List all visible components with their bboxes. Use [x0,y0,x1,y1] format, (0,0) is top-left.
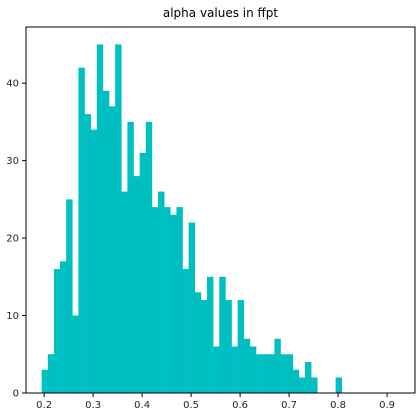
plot-frame [25,26,416,394]
x-tick-label: 0.8 [330,400,346,411]
histogram-bar [274,338,281,393]
chart-title: alpha values in ffpt [163,6,279,20]
histogram-bar [170,214,177,393]
histogram-bar [133,176,140,393]
y-tick-label: 20 [6,234,19,245]
histogram-bar [115,44,122,394]
histogram-bar [262,354,269,393]
bars-group [41,44,343,394]
x-tick-label: 0.2 [36,400,52,411]
histogram-bar [78,67,85,394]
histogram-bar [127,121,134,393]
histogram-bar [90,129,98,393]
histogram-bar [60,261,67,393]
histogram-bar [109,106,116,394]
x-tick-label: 0.7 [281,400,297,411]
histogram-bar [286,354,294,393]
histogram-bar [182,269,189,393]
histogram-bar [158,191,165,393]
y-axis: 0 10 20 30 40 [6,79,26,400]
histogram-bar [164,207,171,393]
histogram-bar [102,90,110,394]
histogram-bar [231,346,238,393]
x-tick-label: 0.4 [134,400,150,411]
x-tick-label: 0.9 [379,400,395,411]
histogram-bar [53,269,61,393]
histogram-bar [145,121,153,393]
histogram-bar [121,191,128,393]
x-tick-label: 0.5 [183,400,199,411]
histogram-bar [249,346,257,393]
y-tick-label: 0 [13,389,19,400]
histogram-bar [243,338,251,393]
histogram-bar [311,377,318,393]
y-tick-label: 40 [6,79,19,90]
histogram-bar [280,354,287,393]
histogram-bar [194,292,202,393]
histogram-bar [72,315,79,393]
histogram-bar [188,222,196,393]
histogram-bar [151,207,159,393]
histogram-bar [292,369,300,393]
histogram-bar [96,44,104,394]
histogram-bar [176,207,183,393]
histogram-bar [305,362,312,393]
y-tick-label: 10 [6,311,19,322]
histogram-bar [237,300,245,393]
x-tick-label: 0.3 [85,400,101,411]
histogram-bar [225,300,232,393]
histogram-bar [298,377,306,393]
histogram-bar [84,114,91,393]
histogram-bar [268,354,275,393]
histogram-bar [219,276,226,393]
histogram-bar [139,152,147,393]
histogram-bar [41,369,49,393]
histogram-bar [200,300,208,393]
histogram-bar [66,199,73,393]
histogram-bar [256,354,263,393]
histogram-bar [213,346,220,393]
histogram-bar [207,276,214,393]
histogram-bar [47,354,55,393]
histogram-bar [335,377,343,393]
x-tick-label: 0.6 [232,400,248,411]
x-axis: 0.2 0.3 0.4 0.5 0.6 0.7 0.8 0.9 [36,393,395,411]
y-tick-label: 30 [6,156,19,167]
